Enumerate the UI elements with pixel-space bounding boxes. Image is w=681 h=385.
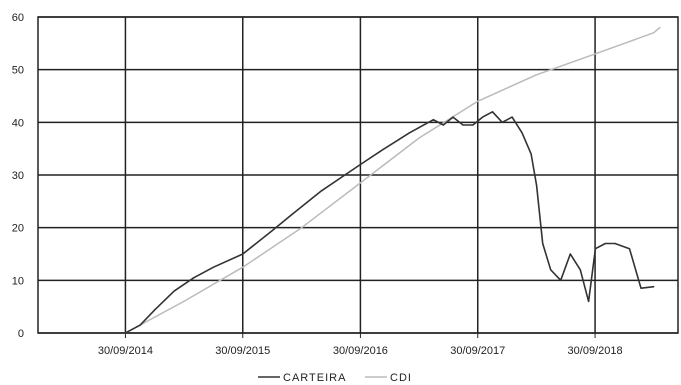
data-point-cdi bbox=[359, 182, 362, 184]
data-point-carteira bbox=[408, 132, 410, 134]
data-point-carteira bbox=[491, 111, 494, 113]
data-point-cdi bbox=[535, 74, 537, 76]
data-point-carteira bbox=[511, 116, 513, 118]
x-tick-label: 30/09/2018 bbox=[568, 345, 623, 357]
y-axis-ticks: 0 10 20 30 40 50 60 bbox=[12, 12, 24, 340]
data-point-carteira bbox=[579, 269, 581, 271]
data-point-carteira bbox=[124, 332, 127, 334]
x-axis-ticks: 30/09/2014 30/09/2015 30/09/2016 30/09/2017… bbox=[98, 345, 623, 357]
data-point-carteira bbox=[550, 269, 552, 271]
data-point-carteira bbox=[472, 124, 474, 126]
grid bbox=[37, 16, 679, 338]
data-point-carteira bbox=[462, 124, 464, 126]
data-point-cdi bbox=[652, 32, 655, 34]
legend-label-carteira: CARTEIRA bbox=[283, 372, 346, 384]
data-point-carteira bbox=[359, 163, 362, 166]
series-line-cdi bbox=[125, 26, 661, 334]
data-point-carteira bbox=[291, 213, 293, 216]
data-point-carteira bbox=[173, 290, 175, 292]
y-tick-label: 40 bbox=[12, 117, 24, 129]
data-point-carteira bbox=[154, 308, 156, 310]
data-point-carteira bbox=[379, 150, 381, 152]
data-point-carteira bbox=[569, 253, 571, 255]
data-point-carteira bbox=[614, 242, 616, 245]
data-point-carteira bbox=[628, 248, 631, 250]
data-point-carteira bbox=[588, 300, 590, 302]
data-point-carteira bbox=[452, 116, 454, 118]
y-tick-label: 50 bbox=[12, 65, 24, 77]
data-point-carteira bbox=[272, 229, 274, 231]
x-tick-label: 30/09/2016 bbox=[333, 345, 388, 357]
data-point-carteira bbox=[193, 277, 195, 279]
data-point-carteira bbox=[139, 324, 141, 326]
data-point-carteira bbox=[535, 184, 538, 187]
series-lines bbox=[124, 26, 661, 334]
data-point-carteira bbox=[320, 190, 323, 192]
data-point-cdi bbox=[594, 53, 596, 55]
data-point-cdi bbox=[659, 26, 661, 29]
data-point-carteira bbox=[542, 242, 544, 245]
y-tick-label: 30 bbox=[12, 170, 24, 182]
y-tick-label: 10 bbox=[12, 275, 24, 287]
data-point-carteira bbox=[432, 119, 434, 121]
data-point-carteira bbox=[521, 132, 523, 134]
data-point-carteira bbox=[560, 279, 562, 281]
data-point-carteira bbox=[212, 266, 215, 268]
y-tick-label: 60 bbox=[12, 12, 24, 24]
x-tick-label: 30/09/2015 bbox=[215, 345, 270, 357]
legend: CARTEIRA CDI bbox=[258, 372, 412, 384]
data-point-carteira bbox=[242, 253, 244, 255]
data-point-carteira bbox=[442, 124, 444, 126]
y-tick-label: 0 bbox=[18, 328, 24, 340]
data-point-carteira bbox=[501, 121, 503, 123]
x-tick-label: 30/09/2017 bbox=[450, 345, 505, 357]
data-point-carteira bbox=[640, 287, 642, 289]
y-tick-label: 20 bbox=[12, 223, 24, 235]
data-point-cdi bbox=[242, 266, 244, 268]
data-point-carteira bbox=[594, 248, 596, 250]
series-line-carteira bbox=[125, 111, 654, 334]
data-point-carteira bbox=[481, 116, 484, 118]
data-point-carteira bbox=[604, 242, 606, 245]
data-point-cdi bbox=[300, 227, 303, 229]
data-point-carteira bbox=[653, 286, 655, 288]
data-point-cdi bbox=[477, 100, 479, 102]
data-point-cdi bbox=[183, 300, 185, 302]
data-point-carteira bbox=[530, 153, 532, 155]
x-tick-label: 30/09/2014 bbox=[98, 345, 153, 357]
legend-label-cdi: CDI bbox=[390, 372, 412, 384]
data-point-cdi bbox=[418, 137, 420, 139]
